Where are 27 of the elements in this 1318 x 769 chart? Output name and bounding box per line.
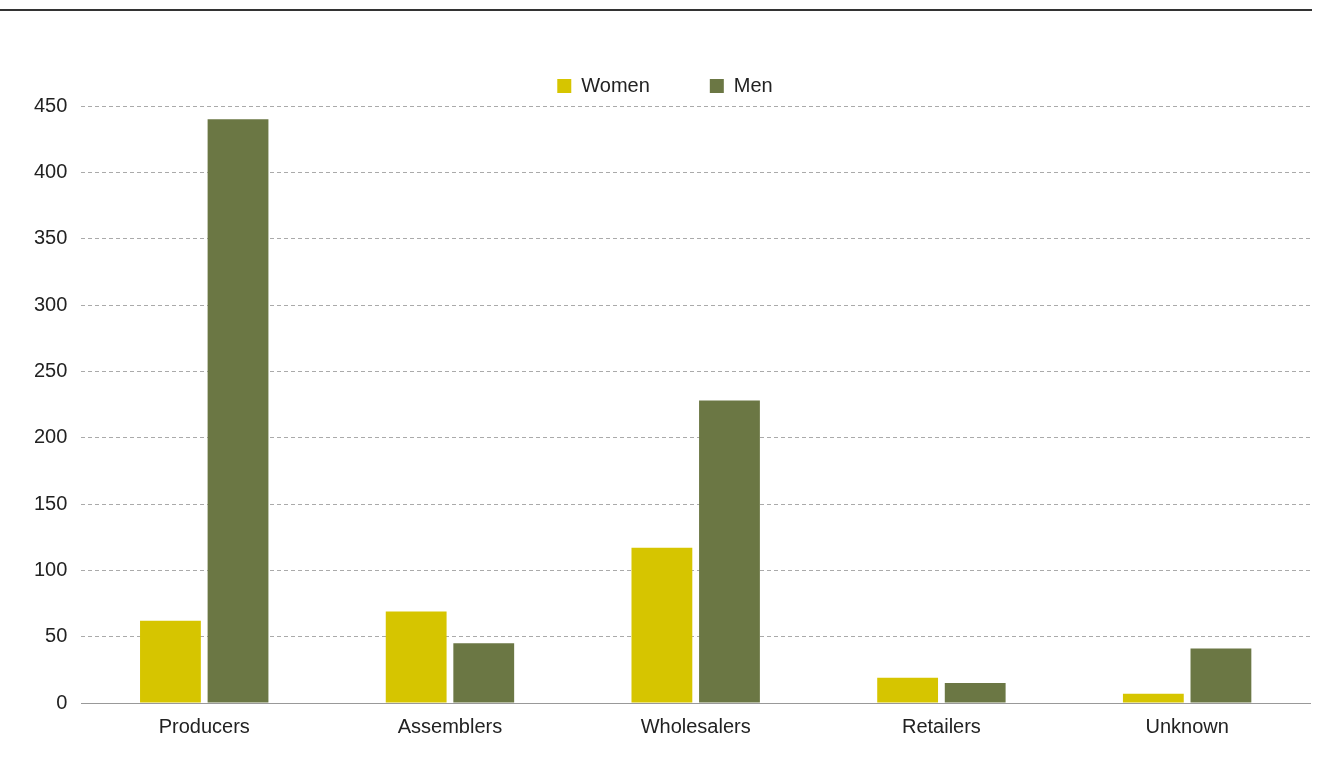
y-tick-label: 200 [33, 425, 68, 448]
bar [631, 547, 693, 703]
bar [207, 119, 269, 703]
bar [453, 643, 515, 703]
y-tick-label: 50 [45, 624, 68, 647]
y-tick-label: 150 [33, 491, 68, 514]
y-tick-label: 300 [33, 292, 68, 315]
y-tick-label: 250 [33, 358, 68, 381]
bar [140, 620, 201, 703]
x-tick-label: Producers [158, 714, 250, 737]
x-tick-label: Wholesalers [640, 714, 751, 737]
y-tick-label: 450 [33, 93, 68, 116]
bar [877, 677, 939, 703]
bar [385, 611, 447, 703]
y-tick-label: 350 [33, 226, 68, 249]
x-tick-label: Unknown [1145, 714, 1229, 737]
legend-label: Men [733, 73, 773, 96]
y-tick-label: 100 [33, 557, 68, 580]
bar [1190, 648, 1252, 703]
bar [699, 400, 760, 703]
bar [944, 683, 1006, 703]
x-tick-label: Retailers [901, 714, 981, 737]
legend-label: Women [581, 73, 650, 96]
y-tick-label: 0 [56, 690, 68, 713]
y-tick-label: 400 [33, 159, 68, 182]
x-tick-label: Assemblers [397, 714, 503, 737]
bar [1122, 693, 1184, 703]
